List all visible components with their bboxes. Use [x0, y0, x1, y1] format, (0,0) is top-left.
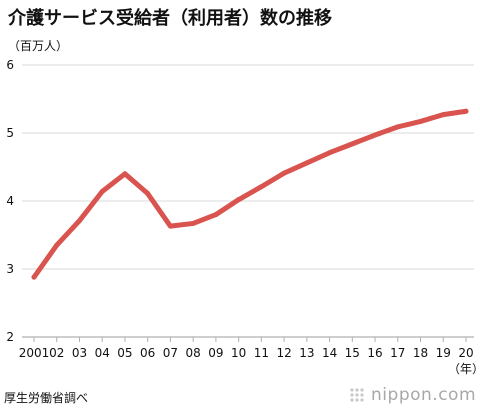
data-point [327, 150, 333, 156]
x-tick-label: 10 [231, 346, 246, 360]
data-point [54, 242, 60, 248]
data-point [349, 141, 355, 147]
x-tick-label: 2001 [19, 346, 50, 360]
x-tick-label: 15 [345, 346, 360, 360]
y-tick-label: 4 [6, 194, 14, 208]
data-point [463, 108, 469, 114]
x-tick-label: 06 [140, 346, 155, 360]
data-point [395, 124, 401, 130]
y-axis-ticks: 2 3 4 5 6 [6, 58, 14, 344]
brand-name: nippon.com [371, 385, 476, 405]
x-tick-label: 20 [458, 346, 473, 360]
y-axis-unit-label: （百万人） [8, 39, 69, 53]
brand-logo: nippon.com [348, 384, 476, 406]
source-note: 厚生労働省調べ [4, 391, 89, 405]
line-chart: 2 3 4 5 6 2001 02 03 04 05 06 07 08 09 10 11 12 13 14 15 16… [6, 58, 480, 376]
data-point [213, 212, 219, 218]
chart-title: 介護サービス受給者（利用者）数の推移 [8, 8, 332, 29]
data-point [76, 218, 82, 224]
x-tick-label: 03 [72, 346, 87, 360]
y-tick-label: 2 [6, 330, 14, 344]
x-tick-label: 12 [276, 346, 291, 360]
x-tick-label: 05 [117, 346, 132, 360]
y-tick-label: 6 [6, 58, 14, 72]
data-point [31, 274, 37, 280]
series-layer [31, 108, 469, 280]
data-point [281, 170, 287, 176]
x-tick-label: 07 [163, 346, 178, 360]
data-point [145, 191, 151, 197]
series-line [31, 108, 469, 280]
x-tick-label: 16 [367, 346, 382, 360]
x-tick-label: 13 [299, 346, 314, 360]
x-tick-label: 11 [254, 346, 269, 360]
x-axis-unit-label: （年） [448, 362, 480, 376]
x-tick-label: 08 [186, 346, 201, 360]
nippon-logo-icon [350, 388, 364, 402]
data-point [236, 197, 242, 203]
data-point [258, 184, 264, 190]
data-point [418, 118, 424, 124]
data-point [304, 160, 310, 166]
data-point [190, 220, 196, 226]
data-point [99, 188, 105, 194]
x-tick-label: 19 [436, 346, 451, 360]
data-point [167, 223, 173, 229]
x-tick-label: 02 [49, 346, 64, 360]
x-tick-label: 18 [413, 346, 428, 360]
x-tick-label: 09 [208, 346, 223, 360]
x-tick-label: 14 [322, 346, 337, 360]
data-point [122, 171, 128, 177]
data-point [372, 132, 378, 138]
y-tick-label: 3 [6, 262, 14, 276]
y-tick-label: 5 [6, 126, 14, 140]
data-point [440, 112, 446, 118]
x-tick-label: 17 [390, 346, 405, 360]
x-tick-label: 04 [95, 346, 110, 360]
x-axis-ticks: 2001 02 03 04 05 06 07 08 09 10 11 12 13 14 15 16 17 18 19… [19, 337, 480, 376]
grid-lines [22, 64, 474, 338]
